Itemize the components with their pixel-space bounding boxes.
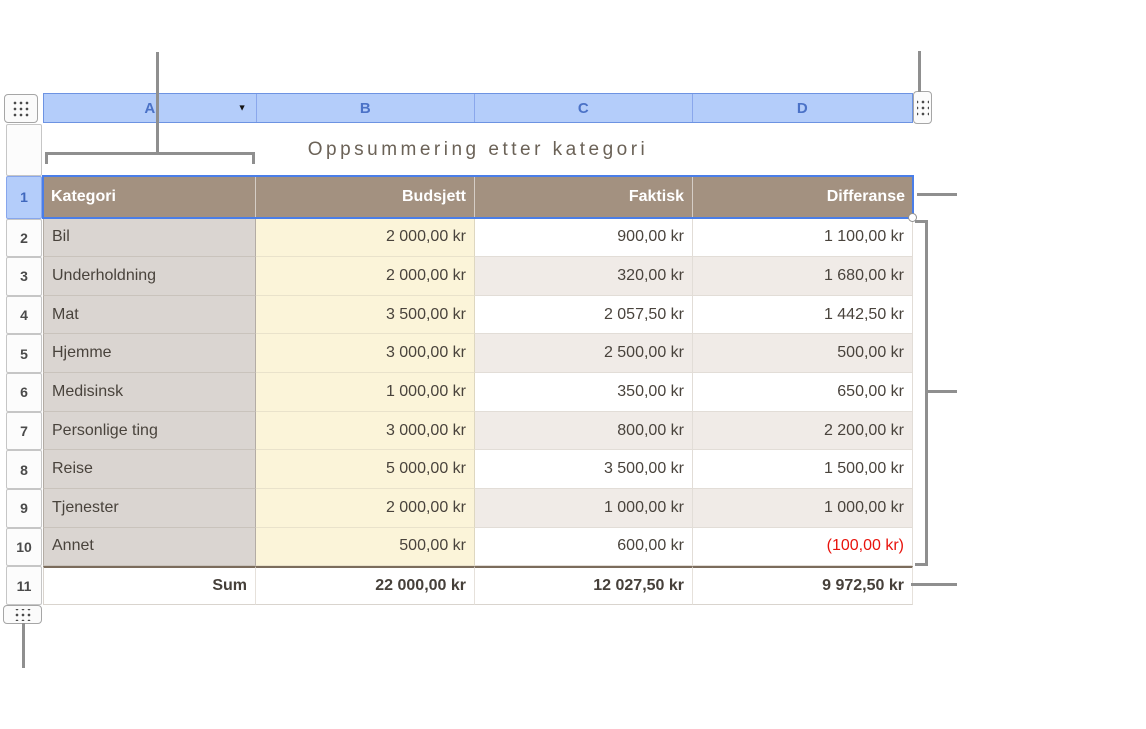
- grip-dots-icon: [916, 98, 929, 117]
- row-number-cell[interactable]: 5: [6, 334, 42, 374]
- sum-differanse-cell[interactable]: 9 972,50 kr: [693, 566, 913, 605]
- row-number-cell[interactable]: 6: [6, 373, 42, 412]
- cell-faktisk[interactable]: 2 057,50 kr: [475, 295, 693, 335]
- table-title[interactable]: Oppsummering etter kategori: [307, 139, 649, 160]
- cell-differanse[interactable]: (100,00 kr): [693, 527, 913, 567]
- table-row: 4 Mat 3 500,00 kr 2 057,50 kr 1 442,50 k…: [6, 295, 913, 335]
- cell-differanse[interactable]: 1 100,00 kr: [693, 218, 913, 258]
- cell-kategori[interactable]: Bil: [43, 218, 256, 258]
- row-number-cell[interactable]: 9: [6, 488, 42, 528]
- table-row: 7 Personlige ting 3 000,00 kr 800,00 kr …: [6, 411, 913, 451]
- selection-resize-handle[interactable]: [908, 213, 917, 222]
- table-row: 6 Medisinsk 1 000,00 kr 350,00 kr 650,00…: [6, 373, 913, 412]
- table-row: 3 Underholdning 2 000,00 kr 320,00 kr 1 …: [6, 257, 913, 296]
- add-row-handle[interactable]: [3, 605, 42, 624]
- cell-kategori[interactable]: Medisinsk: [43, 373, 256, 412]
- cell-kategori[interactable]: Tjenester: [43, 488, 256, 528]
- cell-faktisk[interactable]: 350,00 kr: [475, 373, 693, 412]
- callout-line-sum-row: [911, 583, 957, 586]
- callout-bracket-column-a: [45, 152, 255, 164]
- cell-budsjett[interactable]: 500,00 kr: [256, 527, 475, 567]
- cell-faktisk[interactable]: 320,00 kr: [475, 257, 693, 296]
- cell-faktisk[interactable]: 900,00 kr: [475, 218, 693, 258]
- cell-kategori[interactable]: Personlige ting: [43, 411, 256, 451]
- title-row: Oppsummering etter kategori: [6, 124, 913, 176]
- cell-budsjett[interactable]: 2 000,00 kr: [256, 218, 475, 258]
- column-header-b[interactable]: B: [257, 94, 476, 122]
- header-cell-kategori[interactable]: Kategori: [43, 176, 256, 219]
- cell-kategori[interactable]: Annet: [43, 527, 256, 567]
- header-cell-differanse[interactable]: Differanse: [693, 176, 913, 219]
- sum-label-cell[interactable]: Sum: [43, 566, 256, 605]
- row-number-cell[interactable]: 7: [6, 411, 42, 451]
- cell-budsjett[interactable]: 3 000,00 kr: [256, 334, 475, 374]
- cell-faktisk[interactable]: 600,00 kr: [475, 527, 693, 567]
- row-number-cell[interactable]: 4: [6, 295, 42, 335]
- table-row: 5 Hjemme 3 000,00 kr 2 500,00 kr 500,00 …: [6, 334, 913, 374]
- column-header-d[interactable]: D: [693, 94, 913, 122]
- table-row: 8 Reise 5 000,00 kr 3 500,00 kr 1 500,00…: [6, 450, 913, 489]
- callout-line-add-column-handle: [918, 51, 921, 92]
- cell-differanse[interactable]: 1 680,00 kr: [693, 257, 913, 296]
- cell-kategori[interactable]: Mat: [43, 295, 256, 335]
- body-rows: 2 Bil 2 000,00 kr 900,00 kr 1 100,00 kr …: [6, 218, 913, 567]
- header-row: 1 Kategori Budsjett Faktisk Differanse: [6, 176, 913, 219]
- table: Oppsummering etter kategori 1 Kategori B…: [6, 124, 913, 605]
- column-header-c[interactable]: C: [475, 94, 693, 122]
- cell-differanse[interactable]: 1 000,00 kr: [693, 488, 913, 528]
- cell-budsjett[interactable]: 3 500,00 kr: [256, 295, 475, 335]
- callout-line-body-rows: [927, 390, 957, 393]
- cell-differanse[interactable]: 1 500,00 kr: [693, 450, 913, 489]
- cell-kategori[interactable]: Underholdning: [43, 257, 256, 296]
- table-row: 9 Tjenester 2 000,00 kr 1 000,00 kr 1 00…: [6, 488, 913, 528]
- row-number-cell-1[interactable]: 1: [6, 176, 42, 219]
- callout-bracket-body-rows: [915, 220, 928, 566]
- cell-budsjett[interactable]: 2 000,00 kr: [256, 257, 475, 296]
- cell-kategori[interactable]: Reise: [43, 450, 256, 489]
- callout-line-column-a: [156, 52, 159, 153]
- column-letter-a: A: [144, 99, 156, 117]
- column-letter-d: D: [796, 99, 808, 117]
- column-header-band: A ▼ B C D: [43, 93, 913, 123]
- grip-dots-icon: [13, 608, 32, 621]
- cell-differanse[interactable]: 650,00 kr: [693, 373, 913, 412]
- sum-faktisk-cell[interactable]: 12 027,50 kr: [475, 566, 693, 605]
- callout-line-add-row-handle: [22, 623, 25, 668]
- table-row: 2 Bil 2 000,00 kr 900,00 kr 1 100,00 kr: [6, 218, 913, 258]
- row-number-cell[interactable]: 8: [6, 450, 42, 489]
- cell-budsjett[interactable]: 2 000,00 kr: [256, 488, 475, 528]
- table-row: 10 Annet 500,00 kr 600,00 kr (100,00 kr): [6, 527, 913, 567]
- column-letter-b: B: [359, 99, 371, 117]
- column-letter-c: C: [577, 99, 589, 117]
- callout-line-header-row: [917, 193, 957, 196]
- cell-budsjett[interactable]: 1 000,00 kr: [256, 373, 475, 412]
- cell-budsjett[interactable]: 5 000,00 kr: [256, 450, 475, 489]
- row-number-cell[interactable]: 10: [6, 527, 42, 567]
- add-column-handle[interactable]: [913, 91, 932, 124]
- cell-faktisk[interactable]: 2 500,00 kr: [475, 334, 693, 374]
- cell-faktisk[interactable]: 800,00 kr: [475, 411, 693, 451]
- row-number-cell[interactable]: 3: [6, 257, 42, 296]
- row-number-cell-title[interactable]: [6, 124, 42, 176]
- column-menu-chevron-down-icon[interactable]: ▼: [237, 102, 247, 113]
- sum-budsjett-cell[interactable]: 22 000,00 kr: [256, 566, 475, 605]
- cell-budsjett[interactable]: 3 000,00 kr: [256, 411, 475, 451]
- cell-faktisk[interactable]: 1 000,00 kr: [475, 488, 693, 528]
- header-cell-faktisk[interactable]: Faktisk: [475, 176, 693, 219]
- cell-differanse[interactable]: 500,00 kr: [693, 334, 913, 374]
- row-number-cell-11[interactable]: 11: [6, 566, 42, 605]
- grip-dots-icon: [12, 99, 30, 118]
- cell-differanse[interactable]: 2 200,00 kr: [693, 411, 913, 451]
- column-header-a[interactable]: A ▼: [44, 94, 257, 122]
- row-number-cell[interactable]: 2: [6, 218, 42, 258]
- header-cell-budsjett[interactable]: Budsjett: [256, 176, 475, 219]
- table-move-handle[interactable]: [4, 94, 38, 123]
- cell-differanse[interactable]: 1 442,50 kr: [693, 295, 913, 335]
- sum-row: 11 Sum 22 000,00 kr 12 027,50 kr 9 972,5…: [6, 566, 913, 605]
- cell-kategori[interactable]: Hjemme: [43, 334, 256, 374]
- cell-faktisk[interactable]: 3 500,00 kr: [475, 450, 693, 489]
